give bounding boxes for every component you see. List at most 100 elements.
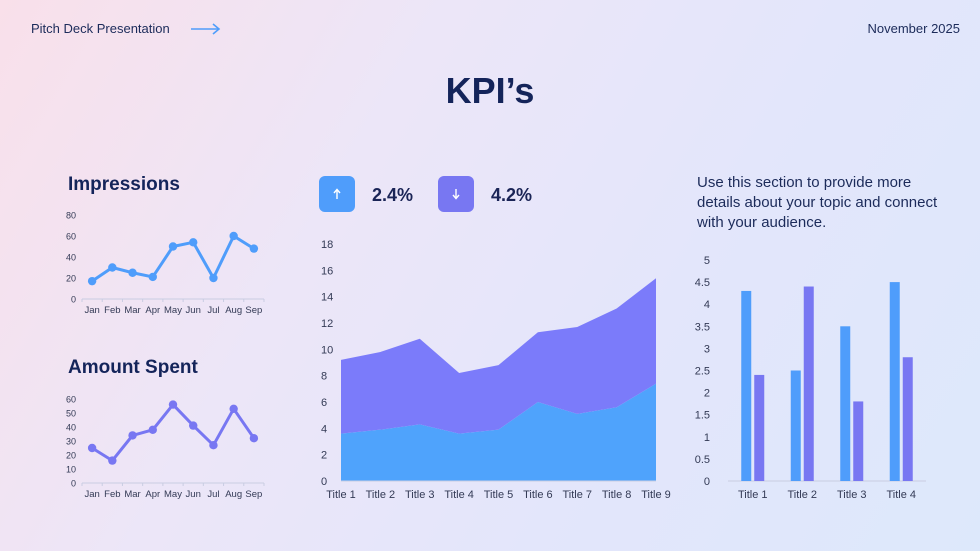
x-tick-label: Jul bbox=[207, 305, 219, 316]
data-point bbox=[209, 441, 218, 450]
x-tick-label: Jan bbox=[84, 305, 99, 316]
data-point bbox=[249, 434, 259, 443]
y-tick-label: 12 bbox=[321, 318, 333, 330]
y-tick-label: 20 bbox=[66, 451, 76, 461]
data-point bbox=[108, 263, 117, 272]
x-tick-label: Title 7 bbox=[562, 489, 592, 501]
y-tick-label: 2 bbox=[321, 450, 327, 462]
y-tick-label: 3 bbox=[704, 343, 710, 355]
presentation-date: November 2025 bbox=[867, 21, 961, 36]
y-tick-label: 5 bbox=[704, 255, 710, 267]
x-tick-label: Aug bbox=[225, 489, 242, 500]
bar bbox=[803, 286, 814, 481]
x-tick-label: Feb bbox=[104, 305, 120, 316]
y-tick-label: 8 bbox=[321, 371, 327, 383]
y-tick-label: 80 bbox=[66, 211, 76, 221]
data-point bbox=[148, 272, 157, 282]
x-tick-label: Jun bbox=[186, 305, 201, 316]
amount-spent-chart-title: Amount Spent bbox=[68, 357, 198, 378]
y-tick-label: 50 bbox=[66, 409, 76, 419]
arrow-right-icon bbox=[191, 23, 221, 35]
x-tick-label: Sep bbox=[245, 489, 262, 500]
x-tick-label: Title 4 bbox=[886, 489, 916, 501]
data-point bbox=[209, 273, 218, 283]
bar bbox=[741, 290, 752, 481]
data-point bbox=[189, 421, 198, 430]
impressions-line-chart: 0 20 40 60 80 Jan Feb Mar Apr May Jun Jul Aug Sep bbox=[66, 211, 265, 316]
x-tick-label: Title 8 bbox=[602, 489, 632, 501]
y-tick-label: 0 bbox=[71, 295, 76, 305]
kpi-down-value: 4.2% bbox=[491, 185, 533, 205]
description-text: Use this section to provide more details… bbox=[697, 174, 938, 231]
data-point bbox=[189, 238, 198, 247]
y-tick-label: 6 bbox=[321, 397, 327, 409]
x-tick-label: Jan bbox=[84, 489, 99, 500]
y-tick-label: 40 bbox=[66, 423, 76, 433]
data-point bbox=[168, 242, 178, 251]
y-tick-label: 18 bbox=[321, 239, 333, 251]
y-tick-label: 3.5 bbox=[695, 321, 710, 333]
presentation-title: Pitch Deck Presentation bbox=[31, 21, 170, 36]
data-point bbox=[87, 443, 97, 453]
arrow-down-icon bbox=[452, 189, 460, 200]
y-tick-label: 0 bbox=[71, 479, 76, 489]
x-tick-label: Sep bbox=[245, 305, 262, 316]
y-tick-label: 0.5 bbox=[695, 454, 710, 466]
y-tick-label: 14 bbox=[321, 292, 333, 304]
y-tick-label: 40 bbox=[66, 253, 76, 263]
arrow-up-icon bbox=[333, 188, 341, 199]
y-tick-label: 30 bbox=[66, 437, 76, 447]
x-tick-label: Title 9 bbox=[641, 489, 671, 501]
stacked-area-chart: 0 2 4 6 8 10 12 14 16 18 Title 1 Title 2 Title 3 Titl… bbox=[321, 239, 671, 501]
bar bbox=[790, 370, 801, 481]
y-tick-label: 4.5 bbox=[695, 277, 710, 289]
x-tick-label: Title 2 bbox=[366, 489, 396, 501]
data-point bbox=[128, 268, 137, 277]
impressions-chart-title: Impressions bbox=[68, 174, 180, 195]
y-tick-label: 4 bbox=[704, 299, 710, 311]
x-tick-label: Title 3 bbox=[837, 489, 867, 501]
x-tick-label: Title 6 bbox=[523, 489, 553, 501]
data-point bbox=[128, 431, 137, 440]
x-tick-label: Title 1 bbox=[738, 489, 768, 501]
data-point bbox=[229, 231, 238, 241]
y-tick-label: 10 bbox=[66, 465, 76, 475]
x-tick-label: Mar bbox=[124, 489, 140, 500]
x-tick-label: May bbox=[164, 305, 182, 316]
y-tick-label: 2 bbox=[704, 388, 710, 400]
x-tick-label: Title 4 bbox=[444, 489, 474, 501]
data-point bbox=[87, 276, 97, 286]
data-point bbox=[249, 244, 259, 253]
y-tick-label: 0 bbox=[321, 476, 327, 488]
x-tick-label: Title 1 bbox=[326, 489, 356, 501]
y-tick-label: 2.5 bbox=[695, 366, 710, 378]
bar bbox=[853, 401, 864, 481]
grouped-bar-chart: 0 0.5 1 1.5 2 2.5 3 3.5 4 4.5 5 Title 1 Title 2 Title… bbox=[695, 255, 926, 501]
x-tick-label: Mar bbox=[124, 305, 140, 316]
bar bbox=[840, 326, 851, 481]
x-tick-label: Title 5 bbox=[484, 489, 514, 501]
kpi-down-badge bbox=[438, 176, 474, 212]
x-tick-label: May bbox=[164, 489, 182, 500]
area-series bbox=[341, 278, 656, 434]
y-tick-label: 16 bbox=[321, 265, 333, 277]
series-line bbox=[91, 403, 256, 463]
x-tick-label: Apr bbox=[145, 305, 160, 316]
y-tick-label: 20 bbox=[66, 274, 76, 284]
y-tick-label: 4 bbox=[321, 423, 327, 435]
x-tick-label: Apr bbox=[145, 489, 160, 500]
x-tick-label: Title 2 bbox=[787, 489, 817, 501]
data-point bbox=[229, 404, 238, 413]
area-series bbox=[341, 383, 656, 481]
x-tick-label: Aug bbox=[225, 305, 242, 316]
x-tick-label: Feb bbox=[104, 489, 120, 500]
y-tick-label: 60 bbox=[66, 232, 76, 242]
data-point bbox=[148, 425, 157, 434]
kpi-up-value: 2.4% bbox=[372, 185, 414, 205]
data-point bbox=[108, 456, 117, 465]
bar bbox=[754, 374, 765, 481]
page-title: KPI’s bbox=[445, 70, 535, 111]
data-point bbox=[168, 400, 178, 409]
bar bbox=[889, 282, 900, 481]
bar bbox=[902, 357, 913, 481]
